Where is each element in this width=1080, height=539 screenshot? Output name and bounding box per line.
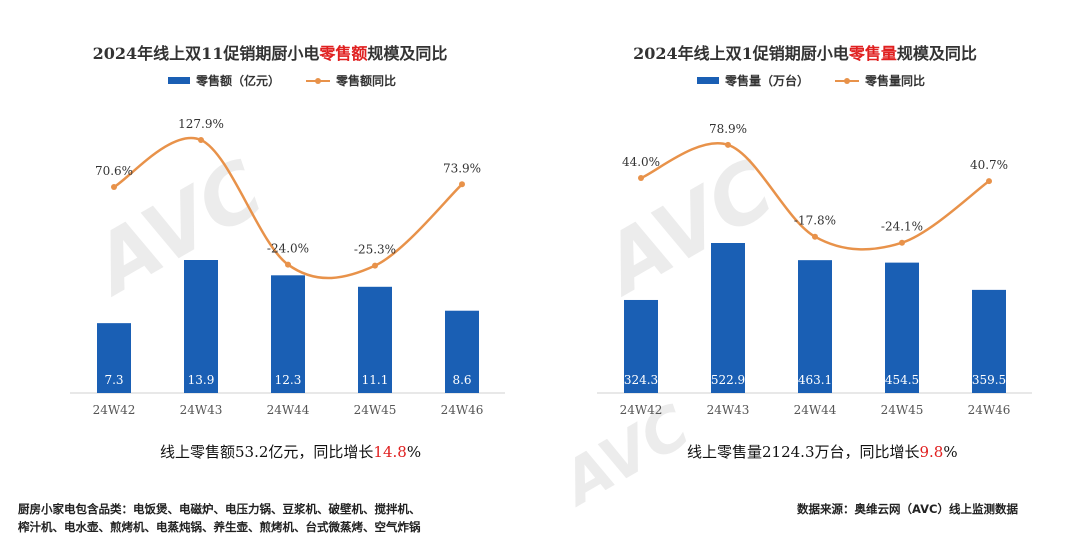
chart-1-bar-24W44: [271, 275, 305, 393]
chart-1-bar-24W42: [97, 323, 131, 393]
chart-1-x-tick: 24W45: [354, 403, 397, 417]
category-note-line: 厨房小家电包含品类：电饭煲、电磁炉、电压力锅、豆浆机、破壁机、搅拌机、: [18, 502, 421, 516]
chart-1-yoy-line: [113, 136, 463, 280]
chart-2-legend: 零售量（万台） 零售量同比: [697, 72, 925, 89]
legend-line-label: 零售额同比: [336, 74, 397, 88]
chart-1-bar-24W46: [445, 310, 479, 393]
chart-2-bar-24W45: [885, 262, 919, 393]
chart-1-yoy-label: -25.3%: [354, 243, 396, 257]
chart-2-yoy-label: -17.8%: [794, 214, 836, 228]
chart-2-yoy-label: 44.0%: [622, 155, 660, 169]
chart-2-yoy-point-24W44: [812, 233, 818, 240]
chart-1-bar-24W45: [358, 286, 392, 393]
chart-2-yoy-label: 78.9%: [709, 122, 747, 136]
chart-2-bar-label: 463.1: [798, 373, 832, 387]
chart-1-yoy-point-24W43: [198, 137, 204, 144]
legend-bar-label: 零售额（亿元）: [196, 74, 281, 88]
legend-line-label: 零售量同比: [865, 74, 926, 88]
chart-1-legend: 零售额（亿元） 零售额同比: [168, 72, 396, 89]
chart-2-title: 2024年线上双1促销期厨小电零售量规模及同比: [633, 44, 977, 63]
chart-2-yoy-point-24W42: [638, 175, 644, 181]
chart-1-x-tick: 24W44: [267, 403, 310, 417]
chart-2-bar-label: 324.3: [624, 373, 658, 387]
chart-1-bar-label: 12.3: [275, 373, 302, 387]
chart-1-yoy-label: -24.0%: [267, 242, 309, 256]
chart-2-yoy-point-24W43: [725, 141, 731, 148]
chart-2-x-tick: 24W43: [707, 403, 750, 417]
chart-2-bar-24W43: [711, 243, 745, 393]
chart-2-bar-24W46: [972, 289, 1006, 393]
chart-1-bar-label: 13.9: [188, 373, 215, 387]
chart-2-yoy-point-24W45: [899, 239, 905, 246]
chart-1-yoy-point-24W44: [285, 261, 291, 268]
chart-1-x-tick: 24W42: [93, 403, 136, 417]
chart-2-x-tick: 24W46: [968, 403, 1011, 417]
chart-1-yoy-label: 70.6%: [95, 164, 133, 178]
chart-1-x-tick: 24W46: [441, 403, 484, 417]
legend-bar-label: 零售量（万台）: [725, 74, 810, 88]
chart-1-x-tick: 24W43: [180, 403, 223, 417]
chart-1-yoy-point-24W46: [459, 181, 465, 188]
chart-2-yoy-label: 40.7%: [970, 158, 1008, 172]
chart-1-bar-24W43: [184, 260, 218, 393]
chart-2-bar-label: 454.5: [885, 373, 919, 387]
chart-1-yoy-point-24W45: [372, 262, 378, 269]
chart-1-summary: 线上零售额53.2亿元，同比增长14.8%: [160, 443, 422, 461]
legend-line-swatch: [835, 77, 860, 84]
chart-2-bar-label: 359.5: [972, 373, 1006, 387]
chart-2-bar-label: 522.9: [711, 373, 745, 387]
chart-2-yoy-line: [640, 142, 990, 251]
chart-1-bar-label: 7.3: [104, 373, 123, 387]
chart-1-bar-label: 11.1: [362, 373, 389, 387]
category-note-line: 榨汁机、电水壶、煎烤机、电蒸炖锅、养生壶、煎烤机、台式微蒸烤、空气炸锅: [18, 520, 421, 534]
legend-bar-swatch: [168, 77, 190, 84]
chart-1-yoy-label: 127.9%: [178, 117, 224, 131]
chart-2-x-tick: 24W44: [794, 403, 837, 417]
legend-line-swatch: [306, 77, 331, 84]
chart-1-bar-label: 8.6: [452, 373, 471, 387]
chart-2-bar-24W44: [798, 260, 832, 393]
chart-2-yoy-label: -24.1%: [881, 220, 923, 234]
chart-2-yoy-point-24W46: [986, 178, 992, 185]
chart-2-x-tick: 24W42: [620, 403, 663, 417]
chart-2-bar-24W42: [624, 299, 658, 393]
chart-2-x-tick: 24W45: [881, 403, 924, 417]
category-note: 厨房小家电包含品类：电饭煲、电磁炉、电压力锅、豆浆机、破壁机、搅拌机、 榨汁机、…: [18, 500, 421, 536]
chart-1-title: 2024年线上双11促销期厨小电零售额规模及同比: [92, 44, 448, 63]
legend-bar-swatch: [697, 77, 719, 84]
chart-1-yoy-point-24W42: [111, 184, 117, 190]
chart-2-summary: 线上零售量2124.3万台，同比增长9.8%: [687, 443, 958, 461]
data-source: 数据来源：奥维云网（AVC）线上监测数据: [797, 502, 1018, 516]
chart-1-yoy-label: 73.9%: [443, 161, 481, 175]
